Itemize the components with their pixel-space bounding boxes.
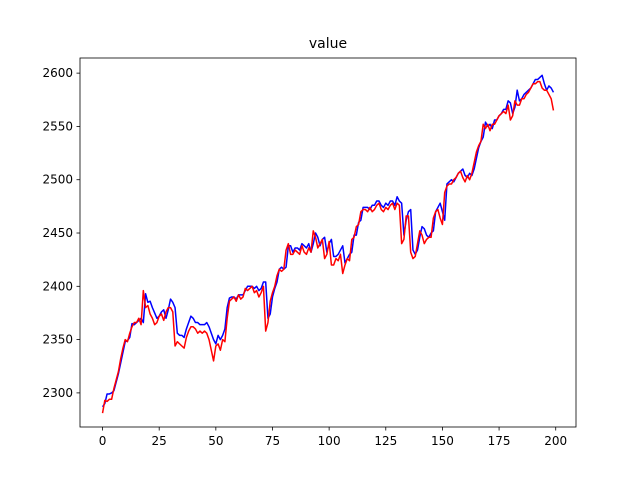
y-tick-label: 2450 — [42, 226, 73, 240]
chart-title: value — [309, 36, 347, 52]
x-tick-label: 25 — [152, 434, 167, 448]
y-tick-label: 2600 — [42, 66, 73, 80]
series-line — [101, 74, 555, 408]
x-tick-label: 50 — [208, 434, 223, 448]
y-tick-label: 2400 — [42, 279, 73, 293]
plot-frame — [79, 57, 577, 428]
x-tick-label: 100 — [318, 434, 341, 448]
x-tick-label: 200 — [544, 434, 567, 448]
y-tick-label: 2300 — [42, 386, 73, 400]
series-line — [101, 80, 555, 414]
x-tick-label: 75 — [265, 434, 280, 448]
y-tick-label: 2350 — [42, 333, 73, 347]
x-tick-label: 125 — [374, 434, 397, 448]
x-tick-label: 0 — [99, 434, 107, 448]
x-tick-label: 150 — [431, 434, 454, 448]
x-tick-label: 175 — [488, 434, 511, 448]
y-tick-label: 2550 — [42, 119, 73, 133]
y-tick-label: 2500 — [42, 173, 73, 187]
